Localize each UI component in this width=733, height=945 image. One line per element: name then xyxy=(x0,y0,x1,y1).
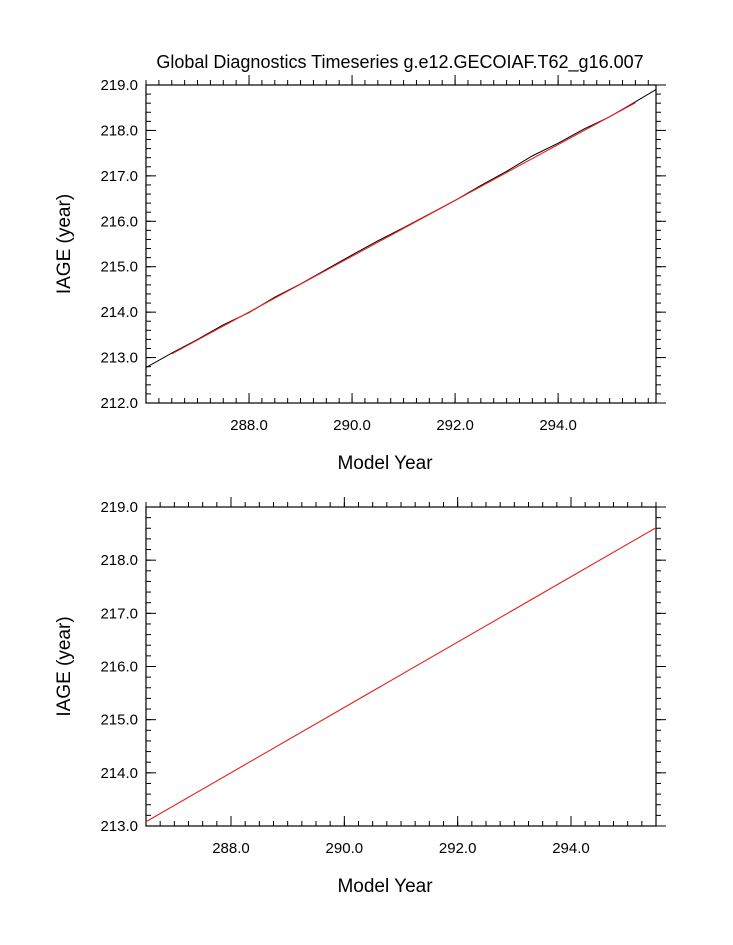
y-tick-label: 215.0 xyxy=(100,259,138,276)
x-axis-title: Model Year xyxy=(337,876,433,897)
y-tick-label: 215.0 xyxy=(100,712,138,729)
plot-frame xyxy=(145,84,657,404)
x-tick-label: 294.0 xyxy=(552,840,590,857)
bottom-timeseries-panel: 288.0 290.0 292.0 294.0 213.0 214.0 215.0 216.0… xyxy=(54,497,666,897)
x-tick-label: 292.0 xyxy=(439,840,477,857)
y-tick-label: 213.0 xyxy=(100,350,138,367)
trend-line xyxy=(145,527,657,823)
y-tick-label: 216.0 xyxy=(100,213,138,230)
y-axis-title: IAGE (year) xyxy=(54,616,75,716)
y-tick-label: 217.0 xyxy=(100,605,138,622)
y-axis-title: IAGE (year) xyxy=(54,194,75,294)
x-tick-label: 288.0 xyxy=(230,417,268,434)
y-tick-label: 214.0 xyxy=(100,304,138,321)
top-timeseries-panel: 288.0 290.0 292.0 294.0 212.0 213.0 214.0 215.0… xyxy=(54,75,666,474)
x-axis-title: Model Year xyxy=(337,453,433,474)
x-tick-label: 288.0 xyxy=(212,840,250,857)
y-tick-label: 216.0 xyxy=(100,659,138,676)
plot-title: Global Diagnostics Timeseries g.e12.GECO… xyxy=(156,52,643,73)
x-tick-label: 290.0 xyxy=(333,417,371,434)
y-tick-label: 214.0 xyxy=(100,765,138,782)
y-tick-label: 218.0 xyxy=(100,552,138,569)
y-tick-label: 219.0 xyxy=(100,77,138,94)
x-tick-label: 290.0 xyxy=(326,840,364,857)
y-tick-label: 218.0 xyxy=(100,122,138,139)
y-tick-label: 213.0 xyxy=(100,818,138,835)
x-tick-label: 294.0 xyxy=(539,417,577,434)
y-tick-label: 217.0 xyxy=(100,168,138,185)
trend-line xyxy=(171,102,636,355)
y-tick-label: 219.0 xyxy=(100,499,138,516)
y-tick-label: 212.0 xyxy=(100,395,138,412)
x-tick-label: 292.0 xyxy=(436,417,474,434)
